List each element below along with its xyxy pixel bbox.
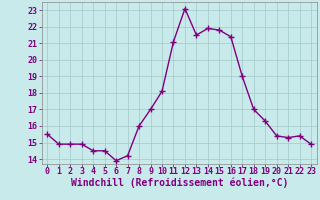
X-axis label: Windchill (Refroidissement éolien,°C): Windchill (Refroidissement éolien,°C)	[70, 177, 288, 188]
